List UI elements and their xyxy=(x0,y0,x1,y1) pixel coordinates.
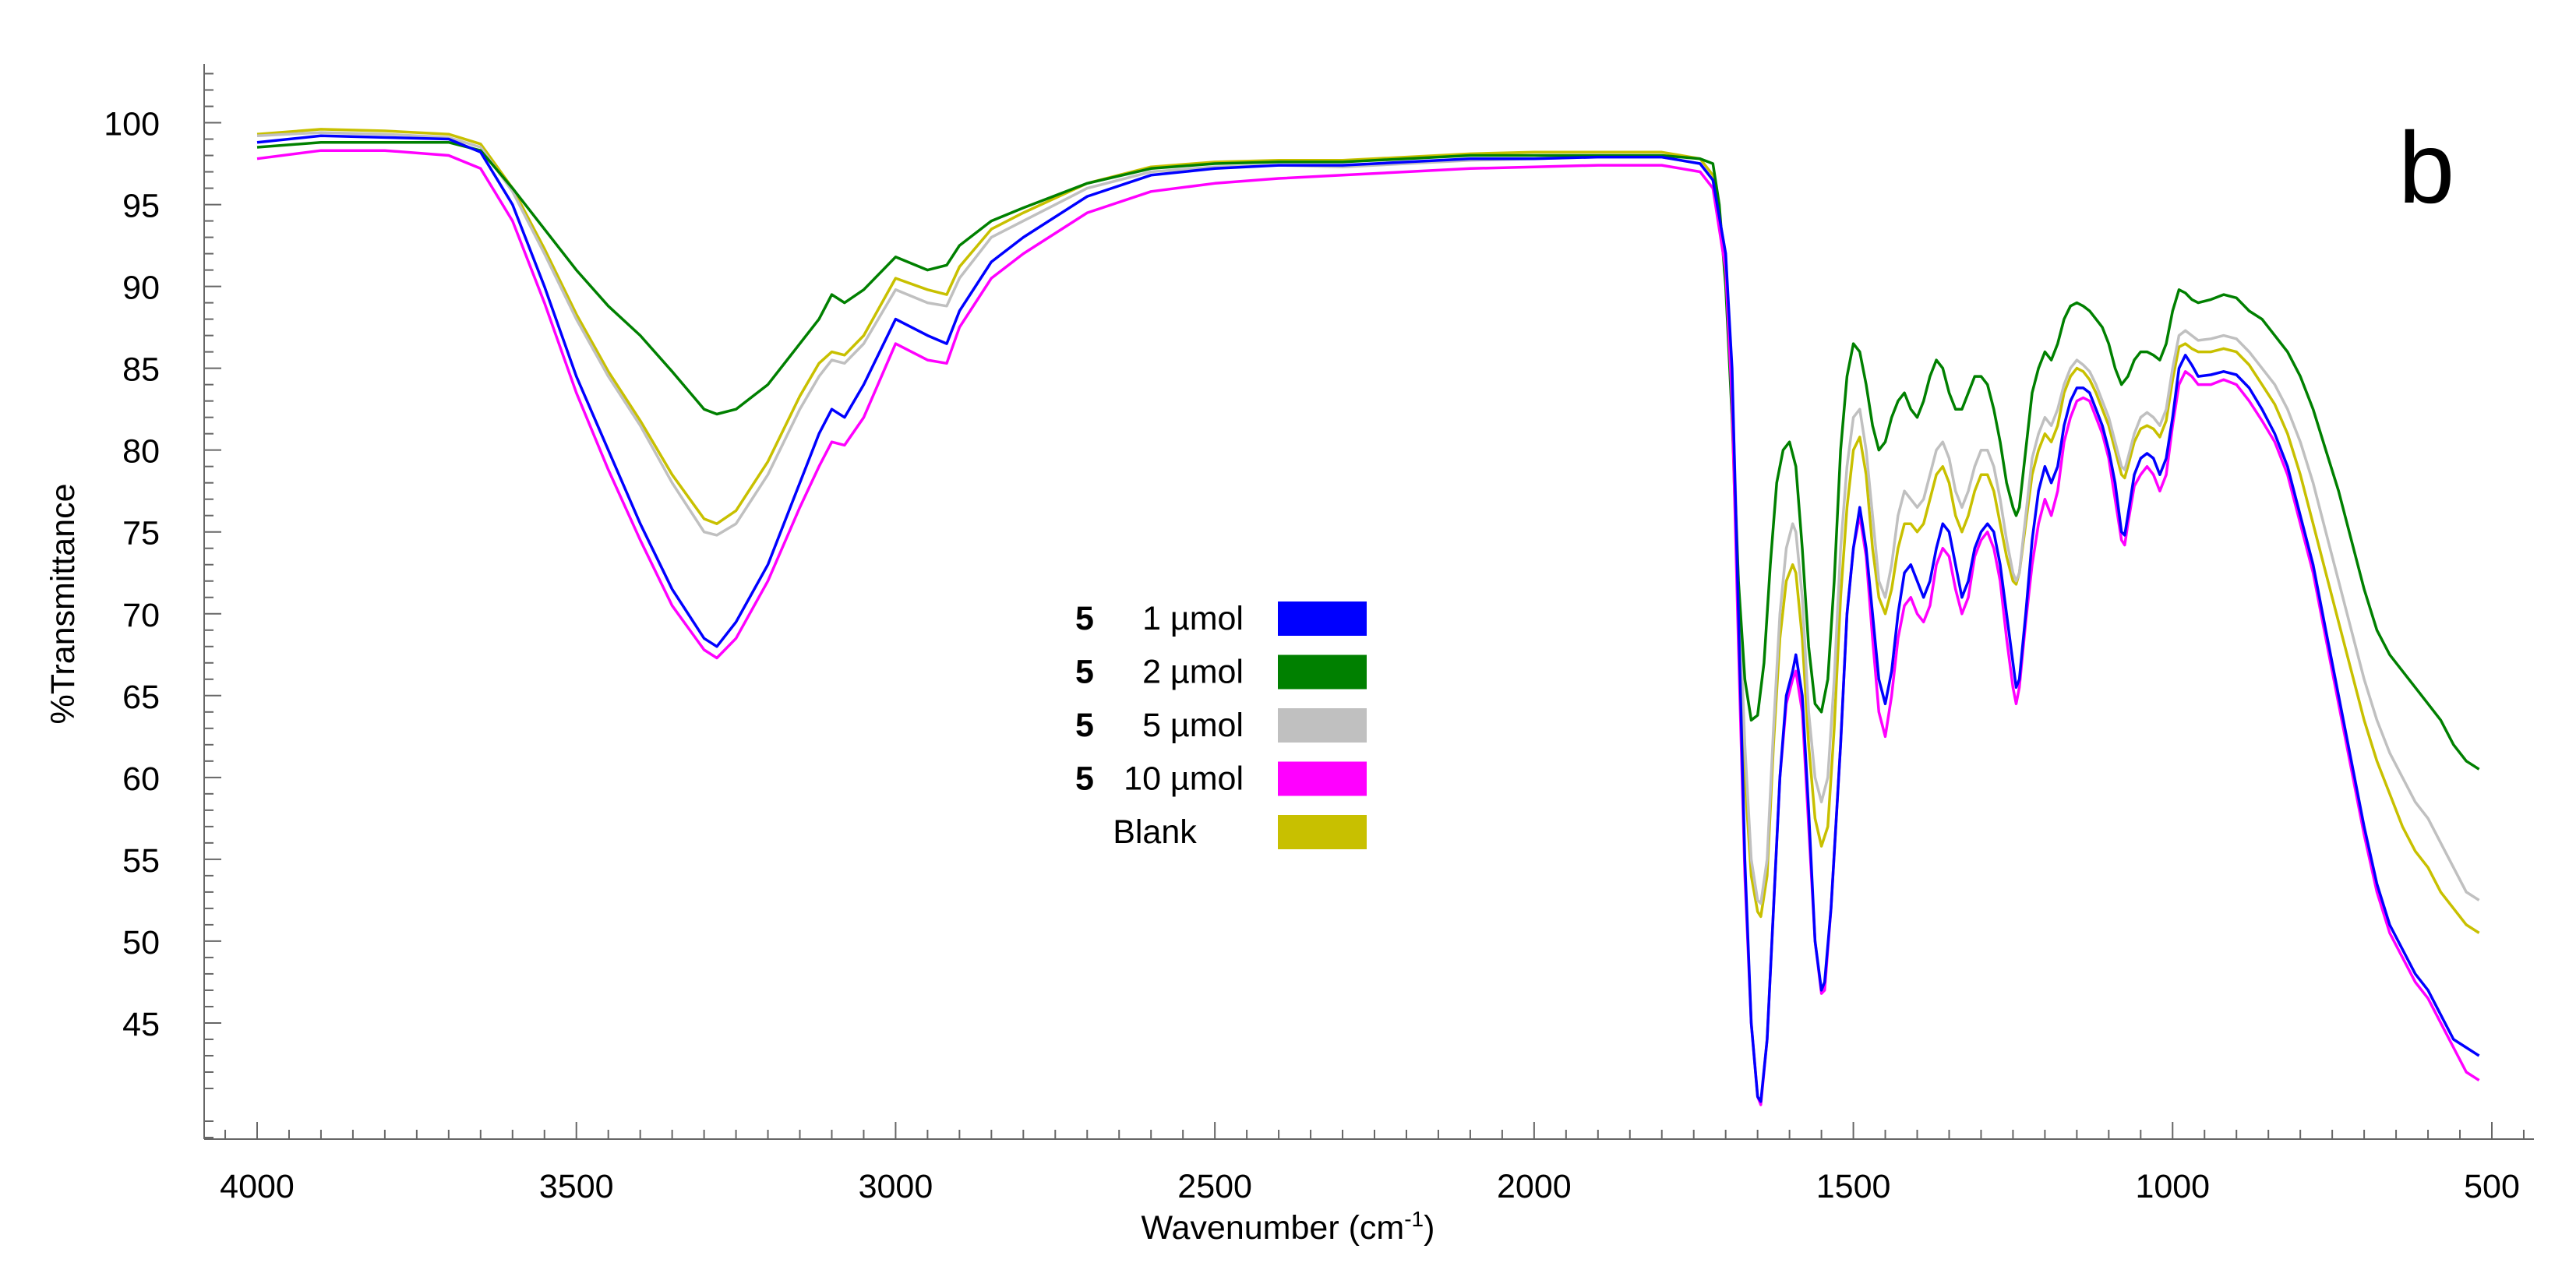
y-minor-ticks xyxy=(204,72,213,1138)
x-tick-label: 1500 xyxy=(1816,1168,1891,1205)
y-tick-label: 70 xyxy=(122,597,160,634)
y-tick-label: 95 xyxy=(122,188,160,225)
series-lines xyxy=(256,128,2480,1106)
legend-swatch xyxy=(1278,601,1367,636)
x-tick-label: 3000 xyxy=(859,1168,933,1205)
y-tick-label: 50 xyxy=(122,924,160,961)
series-line-0 xyxy=(256,134,2480,1103)
x-tick-label: 3500 xyxy=(539,1168,614,1205)
panel-label: b xyxy=(2398,111,2454,224)
x-tick-label: 500 xyxy=(2464,1168,2520,1205)
series-line-4 xyxy=(256,128,2480,934)
x-tick-label: 2500 xyxy=(1177,1168,1252,1205)
axes: 4000 3500 3000 2500 2000 1500 1000 500 100 95 90 8… xyxy=(104,64,2534,1205)
legend-compound-number: 5 xyxy=(1075,760,1094,798)
series-line-2 xyxy=(256,131,2480,905)
legend-label: 1 µmol xyxy=(1142,600,1244,637)
y-tick-label: 100 xyxy=(104,106,160,143)
y-tick-label: 60 xyxy=(122,760,160,798)
y-tick-label: 85 xyxy=(122,351,160,389)
legend-swatch xyxy=(1278,761,1367,796)
legend-compound-number: 5 xyxy=(1075,707,1094,744)
legend-swatch xyxy=(1278,815,1367,849)
y-ticks: 100 95 90 85 80 75 70 65 60 55 50 45 xyxy=(104,106,221,1043)
x-tick-label: 4000 xyxy=(220,1168,295,1205)
y-tick-label: 45 xyxy=(122,1006,160,1043)
y-axis-title: %Transmittance xyxy=(44,483,82,724)
legend-swatch xyxy=(1278,654,1367,690)
x-ticks: 4000 3500 3000 2500 2000 1500 1000 500 xyxy=(220,1122,2520,1205)
legend-label: 10 µmol xyxy=(1124,760,1244,798)
x-axis-title-end: ) xyxy=(1424,1209,1434,1247)
y-tick-label: 80 xyxy=(122,433,160,471)
legend-label: 5 µmol xyxy=(1142,707,1244,744)
y-tick-label: 90 xyxy=(122,270,160,307)
series-line-3 xyxy=(256,149,2480,1106)
legend: 5 1 µmol 5 2 µmol 5 5 µmol 5 10 µmol Blank xyxy=(1075,600,1367,851)
legend-compound-number: 5 xyxy=(1075,600,1094,637)
y-tick-label: 55 xyxy=(122,842,160,880)
x-tick-label: 1000 xyxy=(2135,1168,2210,1205)
x-minor-ticks xyxy=(224,1130,2525,1139)
series-line-1 xyxy=(256,140,2480,771)
legend-compound-number: 5 xyxy=(1075,654,1094,691)
x-axis-title-superscript: -1 xyxy=(1404,1207,1424,1231)
x-axis-title-text: Wavenumber (cm xyxy=(1142,1209,1405,1247)
legend-label: Blank xyxy=(1113,813,1197,851)
legend-swatch xyxy=(1278,708,1367,743)
x-tick-label: 2000 xyxy=(1497,1168,1572,1205)
x-axis-title: Wavenumber (cm-1) xyxy=(1142,1207,1435,1247)
y-tick-label: 75 xyxy=(122,515,160,552)
y-tick-label: 65 xyxy=(122,679,160,716)
legend-label: 2 µmol xyxy=(1142,654,1244,691)
